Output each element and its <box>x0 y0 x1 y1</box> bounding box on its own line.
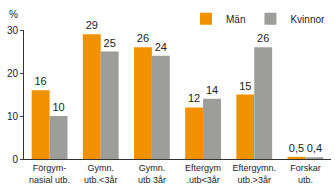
svg-text:Förgym-nasial utb.: Förgym-nasial utb. <box>29 163 70 185</box>
svg-text:26: 26 <box>257 32 269 44</box>
svg-text:Forskarutb.: Forskarutb. <box>290 163 321 185</box>
svg-text:Gymn.utb.<3år: Gymn.utb.<3år <box>84 163 117 185</box>
svg-text:24: 24 <box>155 41 167 53</box>
svg-text:25: 25 <box>104 37 116 49</box>
svg-text:Kvinnor: Kvinnor <box>290 14 325 25</box>
svg-text:10: 10 <box>7 111 19 122</box>
svg-text:Eftergym.utb<3år: Eftergym.utb<3år <box>185 163 221 185</box>
svg-text:Eftergymn.utb.>3år: Eftergymn.utb.>3år <box>232 163 276 185</box>
svg-text:%: % <box>9 9 18 20</box>
svg-text:0,5: 0,5 <box>289 142 304 154</box>
svg-text:26: 26 <box>137 32 149 44</box>
svg-text:14: 14 <box>206 84 218 96</box>
svg-text:Män: Män <box>226 14 245 25</box>
svg-text:0: 0 <box>12 154 18 165</box>
svg-text:15: 15 <box>239 80 251 92</box>
svg-text:16: 16 <box>35 75 47 87</box>
svg-text:12: 12 <box>188 92 200 104</box>
svg-text:29: 29 <box>86 19 98 31</box>
svg-text:0,4: 0,4 <box>307 142 322 154</box>
svg-text:20: 20 <box>7 68 19 79</box>
svg-text:10: 10 <box>52 101 64 113</box>
svg-text:Gymn.utb 3år: Gymn.utb 3år <box>138 163 166 185</box>
svg-text:30: 30 <box>7 25 19 36</box>
